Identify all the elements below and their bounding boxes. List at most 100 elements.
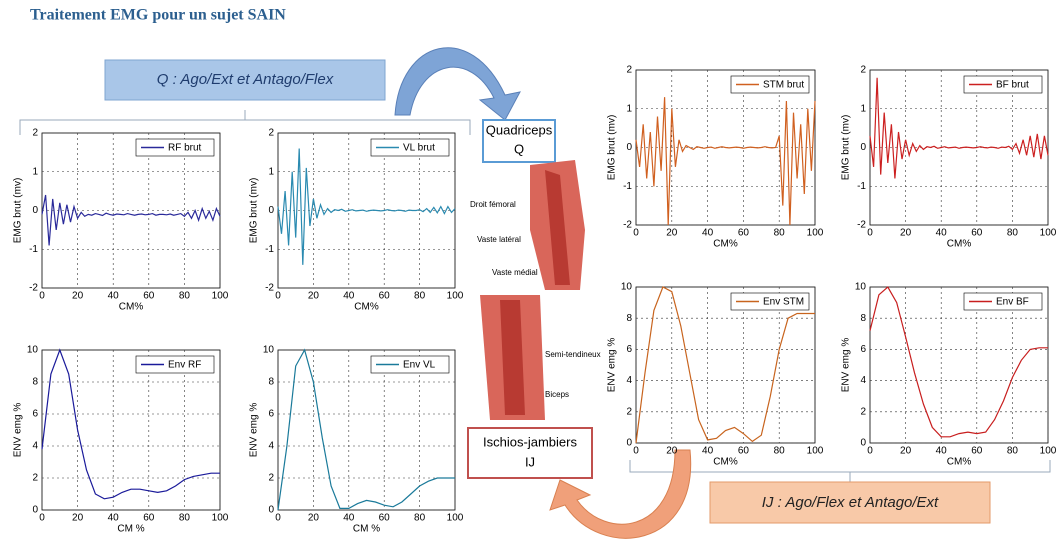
x-tick-label: 80 (414, 291, 426, 302)
y-tick-label: 4 (268, 441, 274, 452)
q-group-box (104, 59, 386, 101)
x-axis-label: CM % (353, 524, 380, 535)
y-tick-label: 8 (626, 313, 632, 324)
x-tick-label: 80 (1007, 446, 1019, 457)
y-tick-label: 2 (860, 65, 866, 76)
legend-label: STM brut (763, 80, 804, 91)
x-tick-label: 40 (936, 446, 948, 457)
x-tick-label: 100 (807, 446, 824, 457)
muscle (545, 170, 570, 285)
series-line (869, 77, 1049, 179)
x-tick-label: 80 (774, 446, 786, 457)
y-tick-label: 6 (860, 344, 866, 355)
y-tick-label: -1 (857, 181, 866, 192)
plot-area (277, 132, 456, 289)
y-tick-label: 2 (32, 128, 38, 139)
x-tick-label: 80 (1007, 228, 1019, 239)
quadriceps-box (482, 119, 556, 163)
y-axis-label: ENV emg % (13, 403, 24, 458)
y-tick-label: -1 (623, 181, 632, 192)
y-tick-label: 0 (32, 205, 38, 216)
muscle-label: Biceps (545, 390, 569, 399)
plot-area (635, 286, 816, 444)
y-tick-label: 1 (32, 166, 38, 177)
x-tick-label: 0 (275, 513, 281, 524)
y-tick-label: 8 (860, 313, 866, 324)
y-tick-label: 10 (27, 345, 39, 356)
x-tick-label: 100 (807, 228, 824, 239)
muscle-label: Vaste médial (492, 268, 538, 277)
quadriceps-name: Quadriceps (486, 122, 553, 137)
muscle-label: Droit fémoral (470, 200, 516, 209)
y-tick-label: 0 (860, 438, 866, 449)
legend-box (370, 355, 450, 374)
x-tick-label: 60 (379, 513, 391, 524)
y-tick-label: 8 (32, 377, 38, 388)
x-tick-label: 40 (108, 291, 120, 302)
ij-group-box (709, 481, 991, 524)
x-tick-label: 100 (447, 291, 464, 302)
legend-box (370, 138, 450, 157)
x-tick-label: 0 (633, 446, 639, 457)
x-tick-label: 20 (72, 513, 84, 524)
y-tick-label: 6 (268, 409, 274, 420)
y-tick-label: 0 (626, 438, 632, 449)
y-axis-label: EMG brut (mv) (841, 115, 852, 181)
muscle (500, 300, 525, 415)
y-tick-label: 2 (626, 65, 632, 76)
y-tick-label: 0 (268, 505, 274, 516)
y-tick-label: 1 (268, 166, 274, 177)
y-axis-label: EMG brut (mv) (13, 178, 24, 244)
x-tick-label: 100 (447, 513, 464, 524)
y-tick-label: 10 (855, 282, 867, 293)
x-tick-label: 0 (39, 291, 45, 302)
y-tick-label: -2 (623, 220, 632, 231)
legend-label: Env RF (168, 360, 201, 371)
x-axis-label: CM% (713, 239, 738, 250)
bracket (629, 460, 1051, 482)
legend-label: VL brut (403, 143, 435, 154)
plot-area (41, 132, 221, 289)
x-axis-label: CM% (713, 457, 738, 468)
y-tick-label: 6 (32, 409, 38, 420)
muscle-label: Semi-tendineux (545, 350, 601, 359)
y-tick-label: 2 (860, 406, 866, 417)
x-tick-label: 20 (666, 228, 678, 239)
plot-area (41, 349, 221, 511)
x-tick-label: 100 (1040, 446, 1057, 457)
x-tick-label: 40 (702, 446, 714, 457)
legend-box (135, 138, 215, 157)
x-tick-label: 100 (212, 513, 229, 524)
y-axis-label: EMG brut (mv) (249, 178, 260, 244)
y-tick-label: -1 (265, 244, 274, 255)
x-tick-label: 40 (343, 513, 355, 524)
plot-area (277, 349, 456, 511)
x-tick-label: 60 (143, 291, 155, 302)
y-tick-label: -2 (29, 283, 38, 294)
legend-box (135, 355, 215, 374)
y-tick-label: 4 (32, 441, 38, 452)
slide-title: Traitement EMG pour un sujet SAIN (30, 7, 286, 24)
y-tick-label: 4 (626, 375, 632, 386)
y-tick-label: 6 (626, 344, 632, 355)
y-tick-label: 2 (626, 406, 632, 417)
y-tick-label: 8 (268, 377, 274, 388)
legend-label: Env VL (403, 360, 436, 371)
series-line (277, 348, 455, 511)
x-tick-label: 20 (72, 291, 84, 302)
x-tick-label: 100 (1040, 228, 1057, 239)
ij-group-label: IJ : Ago/Flex et Antago/Ext (762, 494, 939, 511)
series-line (635, 97, 816, 226)
legend-box (730, 75, 810, 94)
y-tick-label: -1 (29, 244, 38, 255)
x-axis-label: CM% (947, 239, 972, 250)
y-tick-label: 1 (860, 103, 866, 114)
series-line (635, 286, 815, 444)
x-tick-label: 60 (143, 513, 155, 524)
y-tick-label: 0 (32, 505, 38, 516)
ischios-name: Ischios-jambiers (483, 434, 577, 449)
x-tick-label: 0 (39, 513, 45, 524)
plot-area (869, 286, 1049, 444)
x-tick-label: 20 (900, 446, 912, 457)
